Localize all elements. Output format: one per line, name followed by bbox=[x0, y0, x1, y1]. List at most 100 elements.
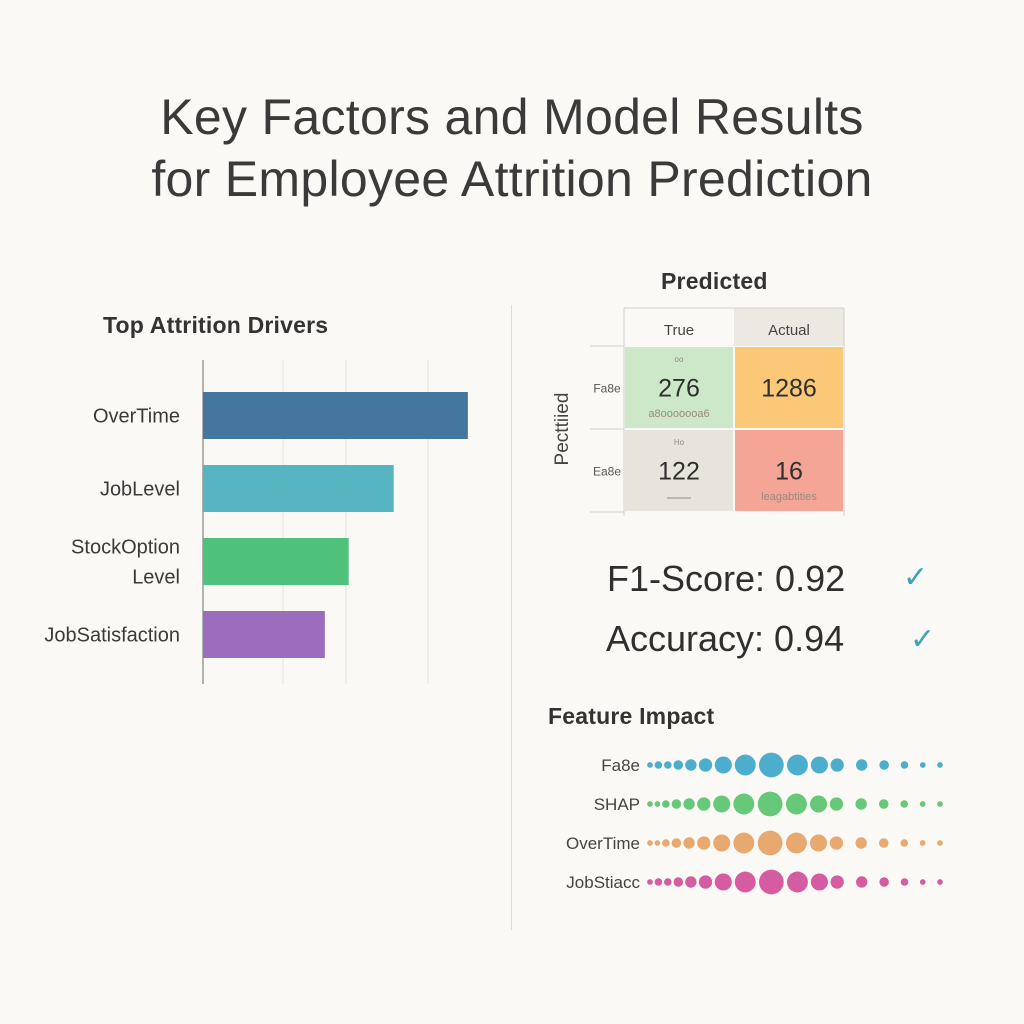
impact-dot bbox=[662, 839, 670, 847]
impact-dot bbox=[919, 801, 926, 807]
check-icon: ✓ bbox=[903, 561, 929, 594]
impact-dot bbox=[654, 878, 663, 886]
impact-dot bbox=[683, 837, 695, 849]
bar-jobsatisfaction bbox=[203, 611, 325, 658]
impact-dot bbox=[647, 879, 653, 885]
page-title: Key Factors and Model Results for Employ… bbox=[0, 86, 1024, 210]
impact-dot bbox=[685, 759, 697, 771]
impact-dot bbox=[759, 869, 784, 895]
impact-dot bbox=[787, 871, 808, 893]
impact-dot bbox=[713, 834, 731, 852]
impact-dot bbox=[810, 756, 828, 774]
impact-dot bbox=[647, 801, 653, 807]
impact-row-label: JobStiacc bbox=[566, 873, 640, 892]
f1-score-label: F1-Score: bbox=[607, 558, 766, 599]
impact-dot bbox=[878, 799, 889, 809]
accuracy-metric: Accuracy: 0.94 bbox=[606, 618, 844, 660]
impact-dot bbox=[698, 875, 713, 889]
impact-dot bbox=[714, 756, 732, 774]
impact-dot bbox=[937, 840, 943, 846]
impact-dot bbox=[664, 878, 672, 886]
row-label: Ea8e bbox=[593, 465, 621, 479]
impact-dot bbox=[878, 838, 889, 848]
impact-row-label: SHAP bbox=[594, 795, 640, 814]
impact-dot bbox=[733, 793, 755, 815]
impact-dot bbox=[787, 754, 808, 776]
cell-sublabel: leagabtities bbox=[761, 491, 817, 503]
title-line-1: Key Factors and Model Results bbox=[160, 89, 864, 145]
f1-score-value: 0.92 bbox=[775, 558, 846, 599]
impact-dot bbox=[757, 830, 783, 856]
impact-dot bbox=[829, 836, 844, 850]
impact-dot bbox=[698, 758, 713, 772]
check-icon: ✓ bbox=[910, 623, 936, 656]
impact-dot bbox=[671, 838, 682, 848]
impact-dot bbox=[654, 761, 663, 769]
impact-dot bbox=[654, 801, 661, 807]
impact-dot bbox=[855, 798, 867, 810]
impact-dot bbox=[856, 876, 868, 888]
cell-toplabel: Ho bbox=[674, 438, 685, 447]
column-label: True bbox=[664, 322, 694, 339]
impact-dot bbox=[900, 761, 909, 769]
impact-dot bbox=[785, 793, 807, 815]
category-label: JobLevel bbox=[100, 479, 180, 501]
impact-dot bbox=[685, 876, 697, 888]
title-line-2: for Employee Attrition Prediction bbox=[151, 151, 873, 207]
impact-dot bbox=[697, 797, 711, 811]
impact-dot bbox=[809, 834, 828, 852]
confusion-matrix: True Actual Pecttiied Fa8e oo 276 a8ooooooa6 12… bbox=[552, 307, 845, 516]
feature-impact-chart: Fa8e SHAP OverTime JobStiacc bbox=[566, 752, 943, 895]
category-label: Level bbox=[132, 567, 180, 589]
impact-dot bbox=[856, 759, 868, 771]
cell-value: 122 bbox=[658, 458, 700, 486]
impact-dot bbox=[937, 801, 943, 807]
accuracy-value: 0.94 bbox=[774, 618, 845, 659]
matrix-cell bbox=[735, 347, 843, 428]
impact-dot bbox=[662, 800, 670, 808]
impact-row-label: Fa8e bbox=[601, 756, 640, 775]
impact-dot bbox=[673, 760, 684, 770]
header-cell-shade bbox=[734, 308, 844, 346]
impact-dot bbox=[714, 873, 732, 891]
impact-dot bbox=[664, 761, 672, 769]
confusion-matrix-title: Predicted bbox=[661, 268, 768, 294]
impact-dot bbox=[830, 875, 844, 889]
impact-dot bbox=[937, 879, 943, 885]
impact-dot bbox=[809, 795, 828, 813]
impact-dot bbox=[673, 877, 684, 887]
impact-dot bbox=[671, 799, 682, 809]
impact-dot bbox=[697, 836, 711, 850]
impact-dot bbox=[919, 762, 926, 768]
cell-value: 16 bbox=[775, 458, 803, 486]
bar-chart-title: Top Attrition Drivers bbox=[103, 312, 329, 338]
impact-row-label: OverTime bbox=[566, 834, 640, 853]
row-axis-label: Pecttiied bbox=[552, 393, 573, 466]
impact-dot bbox=[713, 795, 731, 813]
impact-dot bbox=[647, 762, 653, 768]
row-label: Fa8e bbox=[593, 382, 621, 396]
attrition-drivers-chart: OverTime JobLevel StockOption Level JobSatis… bbox=[44, 360, 468, 684]
cell-value: 276 bbox=[658, 375, 700, 403]
accuracy-label: Accuracy: bbox=[606, 618, 765, 659]
impact-dot bbox=[879, 877, 889, 887]
impact-dot bbox=[785, 832, 807, 854]
feature-impact-title: Feature Impact bbox=[548, 703, 715, 729]
bar-overtime bbox=[203, 392, 468, 439]
impact-dot bbox=[810, 873, 828, 891]
f1-score-metric: F1-Score: 0.92 bbox=[607, 558, 845, 600]
impact-dot bbox=[683, 798, 695, 810]
impact-dot bbox=[830, 758, 844, 772]
cell-toplabel: oo bbox=[675, 355, 684, 364]
impact-dot bbox=[733, 832, 755, 854]
category-label: StockOption bbox=[71, 537, 180, 559]
bar-stockoption-level bbox=[203, 538, 349, 585]
impact-dot bbox=[900, 878, 909, 886]
matrix-cell bbox=[625, 347, 733, 428]
impact-dot bbox=[757, 791, 783, 817]
impact-dot bbox=[937, 762, 943, 768]
column-label: Actual bbox=[768, 322, 810, 339]
impact-dot bbox=[855, 837, 867, 849]
impact-dot bbox=[759, 752, 784, 778]
vertical-divider bbox=[511, 305, 512, 930]
